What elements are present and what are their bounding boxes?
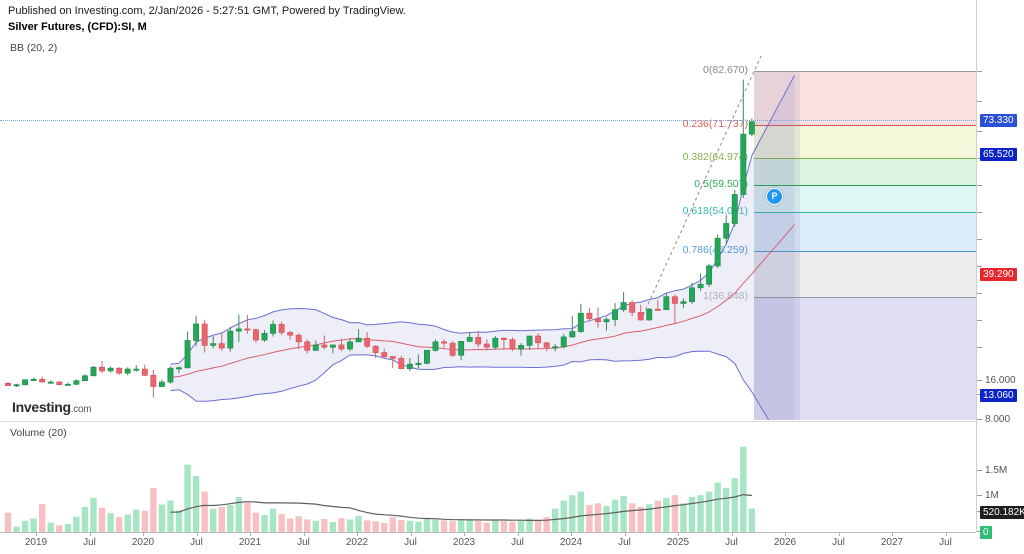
date-tick [143,532,144,536]
date-tick [517,532,519,536]
date-tick [196,532,198,536]
price-axis[interactable]: 16.000 12.000 8.000 73.330 65.520 39.290… [977,0,1024,554]
fib-zone-382-5 [754,158,976,185]
bottom-axis-line [0,532,976,533]
date-label: 2022 [345,537,369,548]
volume-tick-1m: 1M [985,490,999,501]
date-label: 2027 [880,537,904,548]
price-tick-8: 8.000 [985,414,1011,425]
fib-line-618 [754,212,976,213]
date-tick [624,532,626,536]
alert-dotted-line [0,120,976,121]
date-tick [785,532,786,536]
date-label: Jul [511,537,524,548]
date-label: Jul [190,537,203,548]
fib-zone-0-236 [754,71,976,125]
fib-zone-618-786 [754,212,976,251]
fib-line-236 [754,125,976,126]
date-label: Jul [725,537,738,548]
p-marker-badge[interactable]: P [766,188,783,205]
fib-line-1 [754,297,976,298]
fib-line-0 [754,71,976,72]
fib-zone-236-382 [754,125,976,158]
date-label: 2021 [238,537,262,548]
price-badge-last: 13.060 [980,389,1017,402]
date-tick [89,532,91,536]
price-series-svg [5,56,796,420]
published-line: Published on Investing.com, 2/Jan/2026 -… [8,5,406,17]
investing-watermark: Investing.com [12,399,92,415]
date-label: Jul [832,537,845,548]
date-tick [250,532,251,536]
volume-pane[interactable] [0,440,976,532]
date-tick [571,532,572,536]
price-pane[interactable]: 0(82.670) 0.236(71.737) 0.382(64.974) 0.… [0,56,976,420]
date-label: 2025 [666,537,690,548]
date-tick [357,532,358,536]
fib-label-5: 0.5(59.507) [694,178,748,190]
fib-line-786 [754,251,976,252]
date-label: Jul [83,537,96,548]
volume-badge-zero: 0 [980,526,992,539]
date-label: 2026 [773,537,797,548]
fib-line-382 [754,158,976,159]
date-tick [838,532,840,536]
date-tick [892,532,893,536]
fib-line-5 [754,185,976,186]
volume-series-svg [4,446,756,532]
axis-divider [976,0,977,532]
price-badge-low: 39.290 [980,268,1017,281]
date-tick [464,532,465,536]
fib-label-236: 0.236(71.737) [682,118,748,130]
indicator-label-bb: BB (20, 2) [10,42,58,54]
fib-label-382: 0.382(64.974) [682,151,748,163]
fib-label-1: 1(36.848) [703,290,748,302]
volume-badge-current: 520.182K [980,506,1024,519]
watermark-name: Investing [12,399,71,415]
fib-label-0: 0(82.670) [703,64,748,76]
date-label: Jul [404,537,417,548]
date-label: 2023 [452,537,476,548]
date-label: Jul [297,537,310,548]
price-badge-high: 73.330 [980,114,1017,127]
date-label: 2020 [131,537,155,548]
fib-zone-786-1 [754,251,976,297]
fib-label-618: 0.618(54.041) [682,205,748,217]
price-badge-mid: 65.520 [980,148,1017,161]
symbol-title: Silver Futures, (CFD):SI, M [8,21,147,33]
pane-divider [0,421,976,422]
date-tick [731,532,733,536]
indicator-label-volume: Volume (20) [10,427,67,439]
date-tick [678,532,679,536]
date-tick [945,532,947,536]
price-tick-16: 16.000 [985,375,1016,386]
date-label: Jul [618,537,631,548]
date-tick [410,532,412,536]
volume-tick-15m: 1.5M [985,465,1008,476]
date-label: Jul [939,537,952,548]
date-tick [36,532,37,536]
fib-zone-1-1618 [754,297,976,420]
date-label: 2024 [559,537,583,548]
date-tick [303,532,305,536]
fib-zone-5-618 [754,185,976,212]
watermark-suffix: .com [70,404,92,415]
date-label: 2019 [24,537,48,548]
